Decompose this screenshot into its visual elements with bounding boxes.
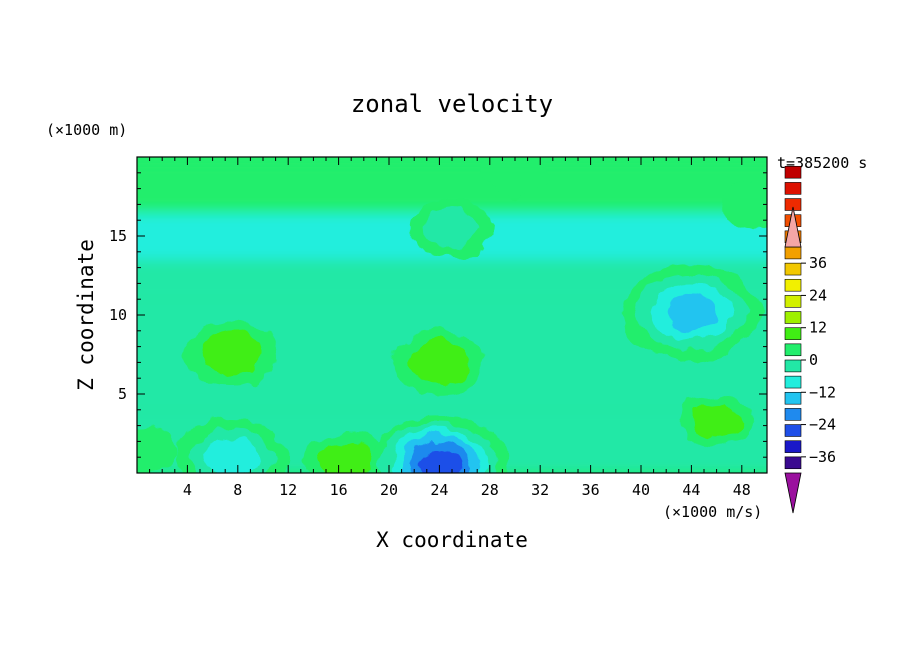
x-tick-label: 40 [632, 481, 650, 499]
y-tick-label: 10 [109, 306, 127, 324]
y-axis-label: Z coordinate [74, 239, 98, 391]
field-feature-contour [317, 442, 373, 473]
colorbar-tick-label: 36 [809, 254, 827, 272]
colorbar-under-arrow [784, 472, 802, 514]
y-axis: 5 10 15 [109, 172, 767, 458]
x-tick-label: 16 [330, 481, 348, 499]
field-feature-contour [204, 438, 259, 473]
heatmap-field [137, 157, 767, 473]
field-feature-contour [409, 341, 470, 384]
colorbar: 36 24 12 0 −12 −24 −36 [784, 165, 836, 514]
x-axis: 4 8 12 16 20 24 28 32 36 40 44 48 [149, 157, 755, 499]
colorbar-cell [784, 262, 802, 276]
colorbar-tick-label: 0 [809, 351, 818, 369]
colorbar-cell [784, 440, 802, 453]
x-tick-label: 32 [531, 481, 549, 499]
colorbar-cell [784, 311, 802, 324]
x-tick-label: 20 [380, 481, 398, 499]
x-tick-label: 24 [430, 481, 448, 499]
x-tick-label: 8 [233, 481, 242, 499]
colorbar-cell [784, 295, 802, 308]
colorbar-cell [784, 165, 802, 179]
colorbar-cell [784, 278, 802, 292]
colorbar-cell [784, 408, 802, 421]
colorbar-cell [784, 343, 802, 357]
colorbar-cell [784, 182, 802, 195]
colorbar-tick-label: −24 [809, 416, 836, 434]
field-feature-contour [424, 208, 480, 248]
x-tick-label: 36 [582, 481, 600, 499]
colorbar-unit-label: (×1000 m/s) [663, 503, 762, 521]
colorbar-cell [784, 391, 802, 405]
colorbar-tick-label: −36 [809, 448, 836, 466]
colorbar-cell [784, 246, 802, 260]
field-feature-contour [137, 425, 177, 473]
chart-title: zonal velocity [351, 90, 553, 118]
y-unit-label: (×1000 m) [46, 121, 127, 139]
colorbar-tick-label: 12 [809, 319, 827, 337]
colorbar-tick-label: −12 [809, 383, 836, 401]
field-feature-contour [201, 333, 262, 376]
field-feature-contour [691, 403, 742, 439]
x-tick-label: 48 [733, 481, 751, 499]
field-feature-contour [481, 157, 549, 197]
x-tick-label: 12 [279, 481, 297, 499]
x-axis-label: X coordinate [376, 528, 528, 552]
field-feature-contour [720, 181, 767, 228]
colorbar-cell [784, 359, 802, 373]
colorbar-tick-label: 24 [809, 286, 827, 304]
y-tick-label: 15 [109, 227, 127, 245]
x-tick-label: 28 [481, 481, 499, 499]
colorbar-over-arrow [784, 206, 802, 248]
field-feature-contour [664, 293, 719, 331]
colorbar-cell [784, 424, 802, 437]
colorbar-cell [784, 456, 802, 470]
colorbar-cell [784, 375, 802, 389]
colorbar-cell [784, 327, 802, 340]
field-feature-contour [419, 449, 460, 473]
x-tick-label: 44 [682, 481, 700, 499]
y-tick-label: 5 [118, 385, 127, 403]
x-tick-label: 4 [183, 481, 192, 499]
